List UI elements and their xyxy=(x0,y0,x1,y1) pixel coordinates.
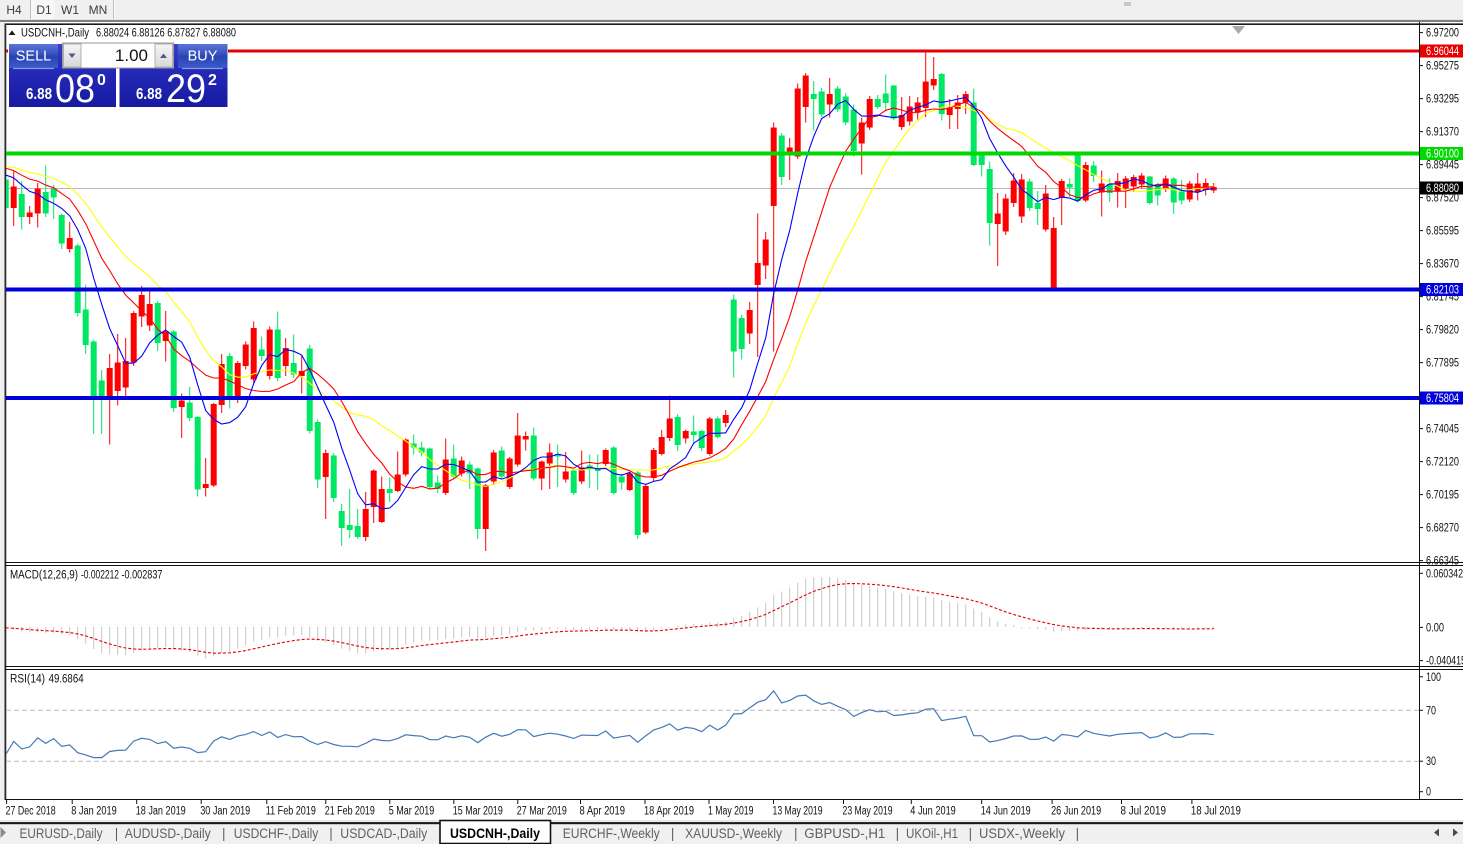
svg-text:8 Jul 2019: 8 Jul 2019 xyxy=(1121,806,1167,818)
svg-text:|: | xyxy=(115,826,119,841)
svg-text:4 Jun 2019: 4 Jun 2019 xyxy=(910,806,956,818)
svg-text:6.82103: 6.82103 xyxy=(1426,285,1459,297)
svg-text:AUDUSD-,Daily: AUDUSD-,Daily xyxy=(125,826,211,841)
svg-text:1 May 2019: 1 May 2019 xyxy=(708,806,754,818)
svg-text:XAUUSD-,Weekly: XAUUSD-,Weekly xyxy=(685,826,782,841)
svg-text:6.74045: 6.74045 xyxy=(1426,424,1459,436)
svg-text:USDCNH-,Daily: USDCNH-,Daily xyxy=(450,826,540,841)
svg-text:6.90100: 6.90100 xyxy=(1426,149,1459,161)
svg-text:15 Mar 2019: 15 Mar 2019 xyxy=(453,806,503,818)
svg-text:2: 2 xyxy=(208,72,217,89)
svg-text:|: | xyxy=(222,826,226,841)
svg-text:6.68270: 6.68270 xyxy=(1426,523,1459,535)
svg-text:6.88: 6.88 xyxy=(136,86,162,103)
svg-text:GBPUSD-,H1: GBPUSD-,H1 xyxy=(804,826,885,841)
svg-text:RSI(14): RSI(14) xyxy=(10,674,45,686)
svg-text:H4: H4 xyxy=(6,3,22,17)
svg-text:|: | xyxy=(896,826,900,841)
svg-text:6.77895: 6.77895 xyxy=(1426,358,1459,370)
svg-text:EURCHF-,Weekly: EURCHF-,Weekly xyxy=(563,826,660,841)
svg-text:|: | xyxy=(794,826,798,841)
svg-text:6.79820: 6.79820 xyxy=(1426,325,1459,337)
svg-text:6.87520: 6.87520 xyxy=(1426,193,1459,205)
svg-text:6.66345: 6.66345 xyxy=(1426,556,1459,568)
svg-text:6.70195: 6.70195 xyxy=(1426,490,1459,502)
svg-text:MN: MN xyxy=(89,3,108,17)
svg-text:-0.002212: -0.002212 xyxy=(81,570,119,582)
svg-text:USDX-,Weekly: USDX-,Weekly xyxy=(979,826,1065,841)
svg-text:08: 08 xyxy=(55,67,95,111)
svg-text:6.72120: 6.72120 xyxy=(1426,457,1459,469)
svg-text:-0.040415: -0.040415 xyxy=(1426,656,1463,668)
svg-text:23 May 2019: 23 May 2019 xyxy=(843,806,893,818)
svg-text:|: | xyxy=(969,826,973,841)
svg-text:30 Jan 2019: 30 Jan 2019 xyxy=(200,806,250,818)
svg-text:BUY: BUY xyxy=(188,49,218,65)
svg-text:8 Apr 2019: 8 Apr 2019 xyxy=(580,806,626,818)
svg-text:26 Jun 2019: 26 Jun 2019 xyxy=(1051,806,1101,818)
svg-text:USDCHF-,Daily: USDCHF-,Daily xyxy=(234,826,319,841)
svg-text:49.6864: 49.6864 xyxy=(49,674,85,686)
svg-text:SELL: SELL xyxy=(16,49,51,65)
svg-text:6.93295: 6.93295 xyxy=(1426,94,1459,106)
svg-text:0.060342: 0.060342 xyxy=(1426,568,1463,580)
svg-text:13 May 2019: 13 May 2019 xyxy=(773,806,823,818)
svg-text:11 Feb 2019: 11 Feb 2019 xyxy=(266,806,316,818)
svg-text:18 Jan 2019: 18 Jan 2019 xyxy=(136,806,186,818)
svg-text:30: 30 xyxy=(1426,756,1436,768)
svg-text:21 Feb 2019: 21 Feb 2019 xyxy=(325,806,375,818)
svg-text:8 Jan 2019: 8 Jan 2019 xyxy=(71,806,117,818)
svg-text:MACD(12,26,9): MACD(12,26,9) xyxy=(10,570,78,582)
svg-text:6.83670: 6.83670 xyxy=(1426,259,1459,271)
svg-text:14 Jun 2019: 14 Jun 2019 xyxy=(981,806,1031,818)
svg-text:27 Dec 2018: 27 Dec 2018 xyxy=(6,806,56,818)
svg-text:|: | xyxy=(1076,826,1080,841)
svg-text:USDCAD-,Daily: USDCAD-,Daily xyxy=(340,826,427,841)
svg-text:18 Apr 2019: 18 Apr 2019 xyxy=(644,806,694,818)
svg-text:D1: D1 xyxy=(36,3,52,17)
svg-text:6.75804: 6.75804 xyxy=(1426,393,1459,405)
svg-text:100: 100 xyxy=(1426,672,1441,684)
svg-text:6.88: 6.88 xyxy=(26,86,52,103)
svg-text:0: 0 xyxy=(97,72,106,89)
svg-text:70: 70 xyxy=(1426,705,1436,717)
svg-text:0: 0 xyxy=(1426,787,1431,799)
svg-text:1.00: 1.00 xyxy=(115,46,148,65)
svg-text:6.88080: 6.88080 xyxy=(1426,183,1459,195)
svg-text:|: | xyxy=(671,826,675,841)
svg-text:EURUSD-,Daily: EURUSD-,Daily xyxy=(20,826,103,841)
svg-text:6.88024 6.88126 6.87827 6.8808: 6.88024 6.88126 6.87827 6.88080 xyxy=(96,26,236,40)
svg-text:6.96044: 6.96044 xyxy=(1426,46,1459,58)
svg-text:6.97200: 6.97200 xyxy=(1426,28,1459,40)
svg-text:18 Jul 2019: 18 Jul 2019 xyxy=(1191,806,1241,818)
svg-text:5 Mar 2019: 5 Mar 2019 xyxy=(389,806,435,818)
svg-text:UKOil-,H1: UKOil-,H1 xyxy=(906,826,958,841)
svg-text:27 Mar 2019: 27 Mar 2019 xyxy=(517,806,567,818)
svg-text:|: | xyxy=(329,826,333,841)
svg-text:29: 29 xyxy=(166,67,206,111)
svg-text:-0.002837: -0.002837 xyxy=(122,570,163,582)
svg-text:6.91370: 6.91370 xyxy=(1426,127,1459,139)
svg-text:0.00: 0.00 xyxy=(1426,622,1444,634)
svg-text:W1: W1 xyxy=(61,3,79,17)
svg-text:6.85595: 6.85595 xyxy=(1426,226,1459,238)
svg-text:6.89445: 6.89445 xyxy=(1426,160,1459,172)
svg-text:USDCNH-,Daily: USDCNH-,Daily xyxy=(21,26,89,40)
svg-text:6.95275: 6.95275 xyxy=(1426,61,1459,73)
